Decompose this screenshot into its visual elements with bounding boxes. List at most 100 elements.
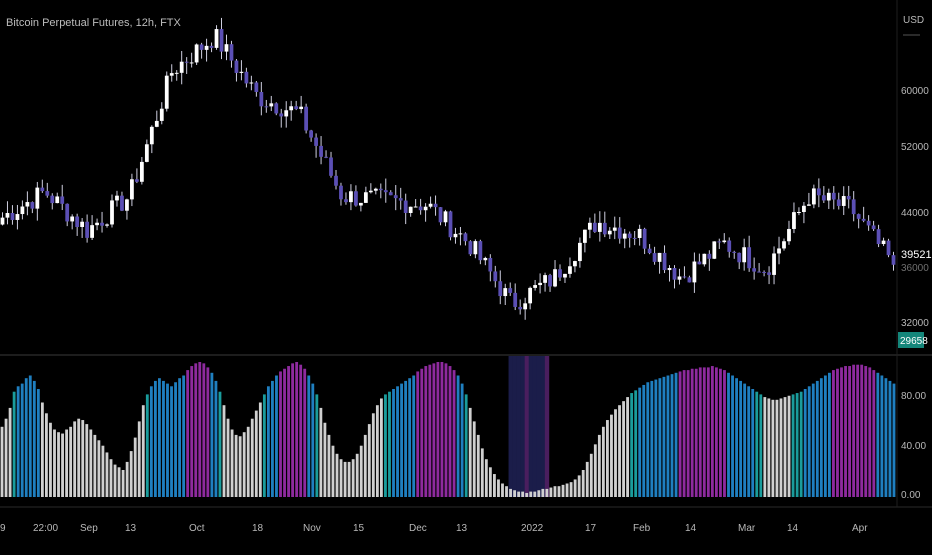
candle — [413, 206, 418, 208]
oscillator-bar — [787, 395, 791, 497]
candle — [777, 248, 781, 254]
oscillator-bar — [541, 488, 545, 497]
oscillator-bar — [238, 436, 242, 497]
candle — [324, 156, 328, 158]
oscillator-bar — [89, 429, 93, 497]
candle — [334, 175, 338, 186]
oscillator-bar — [493, 474, 496, 497]
candle — [319, 145, 323, 157]
oscillator-bar — [105, 452, 109, 497]
oscillator-bar — [509, 488, 512, 497]
oscillator-bar — [174, 382, 177, 497]
candle — [473, 241, 478, 255]
oscillator-bar — [799, 391, 803, 497]
oscillator-bar — [371, 413, 375, 497]
candle — [767, 272, 771, 275]
candle — [876, 229, 881, 245]
oscillator-bar — [16, 386, 20, 497]
oscillator-bar — [32, 380, 36, 497]
oscillator-bar — [170, 386, 173, 497]
candle — [5, 213, 10, 218]
candle — [115, 195, 119, 201]
candle — [254, 82, 259, 92]
time-label: 15 — [353, 523, 365, 534]
oscillator-bar — [420, 368, 424, 497]
price-tick-52000: 52000 — [901, 142, 929, 153]
oscillator-bar — [412, 375, 416, 497]
candle — [518, 306, 523, 310]
candle — [528, 287, 533, 304]
candle — [732, 251, 737, 253]
time-label: 2022 — [521, 523, 544, 534]
oscillator-bar — [153, 380, 157, 497]
candle — [234, 60, 239, 73]
oscillator-bar — [53, 429, 56, 497]
oscillator-bar — [484, 459, 488, 497]
candle — [438, 207, 443, 223]
oscillator-bar — [654, 379, 658, 497]
candle — [826, 192, 831, 201]
oscillator-bar — [149, 386, 153, 497]
candle — [797, 211, 801, 213]
candle — [866, 220, 871, 226]
oscillator-bar — [186, 370, 190, 497]
oscillator-bar — [860, 364, 864, 497]
oscillator-bar — [775, 399, 779, 497]
time-label: 17 — [585, 523, 597, 534]
candle — [264, 106, 269, 108]
oscillator-bar — [662, 376, 666, 497]
candle — [727, 240, 732, 252]
oscillator-bar — [505, 486, 508, 497]
candle — [657, 252, 662, 262]
candle — [612, 227, 617, 231]
oscillator-bar — [517, 491, 521, 497]
oscillator-bar — [266, 386, 270, 497]
oscillator-bar — [137, 421, 141, 497]
candle — [861, 218, 866, 221]
price-tick-60000: 60000 — [901, 86, 929, 97]
oscillator-bar — [480, 448, 484, 497]
oscillator-bar — [488, 467, 492, 497]
candle — [707, 253, 712, 259]
oscillator-bar — [85, 424, 89, 497]
oscillator-bar — [561, 484, 565, 497]
time-label: Nov — [303, 523, 321, 534]
oscillator-bar — [783, 397, 787, 497]
oscillator-bar — [618, 405, 621, 497]
oscillator-bar — [12, 391, 16, 497]
candle — [478, 241, 483, 261]
oscillator-bar — [557, 486, 561, 497]
oscillator-bar — [145, 394, 149, 497]
oscillator-bar — [283, 368, 286, 497]
oscillator-bar — [400, 383, 403, 497]
oscillator-bar — [537, 490, 541, 497]
oscillator-bar — [182, 375, 186, 497]
oscillator-bar — [803, 389, 807, 497]
candle — [373, 188, 378, 191]
time-label: 22:00 — [33, 523, 58, 534]
oscillator-bar — [585, 461, 589, 497]
oscillator-bar — [848, 366, 851, 497]
candle — [15, 214, 20, 220]
candle — [224, 44, 229, 52]
oscillator-bar — [888, 380, 892, 497]
oscillator-bar — [702, 367, 706, 497]
time-label: Sep — [80, 523, 98, 534]
oscillator-bar — [642, 384, 646, 497]
oscillator-bar — [448, 366, 452, 497]
oscillator-bar — [807, 386, 811, 497]
oscillator-bar — [464, 394, 468, 497]
oscillator-bar — [739, 380, 743, 497]
oscillator-bar — [0, 426, 4, 497]
oscillator-bar — [610, 414, 613, 497]
candle — [159, 108, 164, 121]
candle — [398, 198, 403, 201]
candle — [314, 137, 318, 146]
oscillator-band — [532, 356, 538, 497]
oscillator-bar — [682, 370, 686, 497]
candle — [841, 196, 846, 206]
oscillator-bar — [408, 378, 412, 497]
highlight-price-box — [898, 332, 924, 348]
oscillator-bar — [367, 424, 371, 497]
